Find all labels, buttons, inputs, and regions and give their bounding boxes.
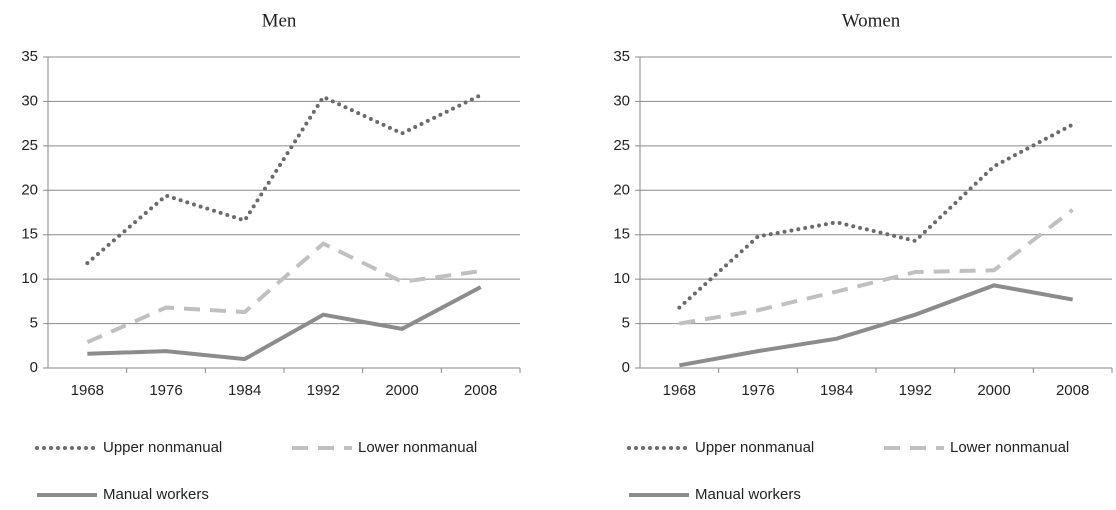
x-tick-label: 2000 xyxy=(385,382,418,399)
chart-title: Men xyxy=(262,10,297,31)
line-series xyxy=(86,241,481,345)
x-tick-label: 2000 xyxy=(977,382,1010,399)
legend-label: Upper nonmanual xyxy=(695,439,814,456)
x-tick-label: 1992 xyxy=(307,382,340,399)
line-series xyxy=(85,93,483,266)
x-tick-label: 1992 xyxy=(899,382,932,399)
y-tick-label: 30 xyxy=(21,92,38,109)
y-tick-label: 25 xyxy=(613,137,630,154)
y-tick-label: 25 xyxy=(21,137,38,154)
line-series xyxy=(677,122,1075,310)
line-series xyxy=(678,208,1074,326)
legend-label: Manual workers xyxy=(103,486,209,503)
y-tick-label: 20 xyxy=(613,181,630,198)
y-tick-label: 10 xyxy=(21,270,38,287)
x-tick-label: 1984 xyxy=(228,382,261,399)
legend-label: Lower nonmanual xyxy=(950,439,1069,456)
y-tick-label: 5 xyxy=(622,315,630,332)
chart-title: Women xyxy=(842,10,901,31)
y-tick-label: 15 xyxy=(613,226,630,243)
x-tick-label: 1976 xyxy=(149,382,182,399)
line-series xyxy=(678,283,1074,368)
legend-label: Upper nonmanual xyxy=(103,439,222,456)
y-tick-label: 5 xyxy=(30,315,38,332)
legend-label: Manual workers xyxy=(695,486,801,503)
y-tick-label: 0 xyxy=(622,359,630,376)
line-series xyxy=(87,285,482,362)
y-tick-label: 20 xyxy=(21,181,38,198)
y-tick-label: 30 xyxy=(613,92,630,109)
y-tick-label: 10 xyxy=(613,270,630,287)
x-tick-label: 1976 xyxy=(741,382,774,399)
y-tick-label: 0 xyxy=(30,359,38,376)
x-tick-label: 2008 xyxy=(464,382,497,399)
y-tick-label: 35 xyxy=(21,48,38,65)
y-tick-label: 35 xyxy=(613,48,630,65)
x-tick-label: 1984 xyxy=(820,382,853,399)
x-tick-label: 2008 xyxy=(1056,382,1089,399)
x-tick-label: 1968 xyxy=(71,382,104,399)
x-tick-label: 1968 xyxy=(663,382,696,399)
legend-label: Lower nonmanual xyxy=(358,439,477,456)
y-tick-label: 15 xyxy=(21,226,38,243)
